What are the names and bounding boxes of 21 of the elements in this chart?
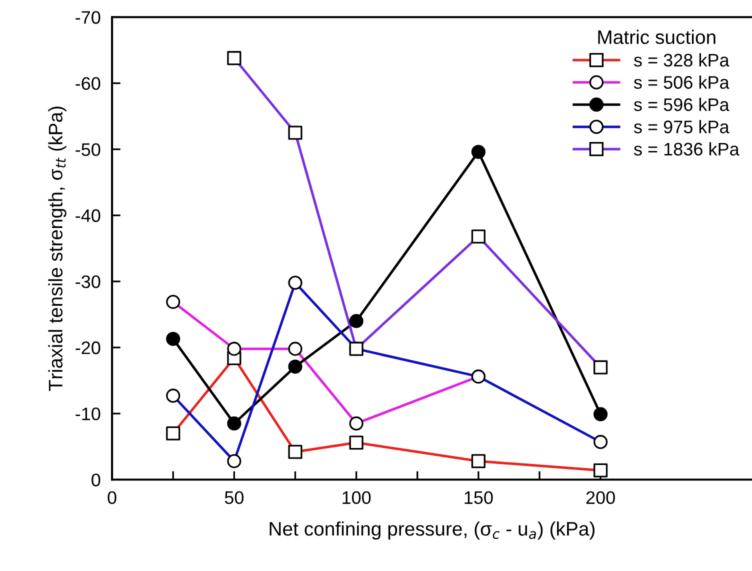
y-tick-label: -20 [76,341,100,354]
y-tick-label: -50 [76,143,100,156]
x-tick-label: 50 [224,491,244,504]
y-tick-label: 0 [92,474,100,486]
legend-label: s = 328 kPa [634,53,730,67]
y-tick-label: -10 [76,408,100,420]
x-tick-label: 200 [586,491,615,504]
legend-title: Matric suction [598,30,716,44]
y-tick-label: -70 [76,11,100,24]
legend-label: s = 975 kPa [634,120,730,134]
x-axis-title: Net confining pressure, (σ$_{c}$ - u$_{a}$) (kPa) [270,521,595,540]
y-axis-title: Triaxial tensile strength, σ$_{tt}$ (kPa) [48,106,66,391]
x-tick-label: 100 [342,491,371,504]
y-tick-label: -30 [76,275,100,288]
x-tick-label: 150 [464,491,493,504]
y-tick-label: -60 [76,77,100,90]
legend-label: s = 596 kPa [634,98,730,112]
legend-label: s = 1836 kPa [634,142,740,156]
legend-label: s = 506 kPa [634,76,730,89]
y-tick-label: -40 [76,209,100,222]
x-tick-label: 0 [108,491,116,504]
